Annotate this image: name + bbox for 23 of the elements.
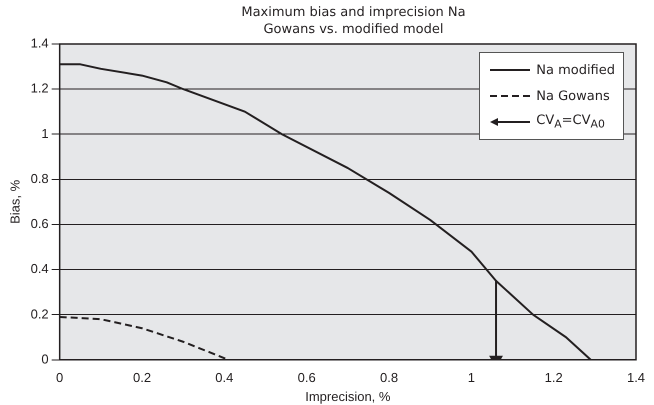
x-tick-label: 0.6 [298,370,316,386]
x-axis-title: Imprecision, % [305,388,391,404]
y-tick-label: 1.4 [30,36,49,51]
x-tick-label: 0.8 [380,370,398,386]
y-tick-label: 1.2 [30,80,49,96]
legend-label: Na Gowans [536,88,610,104]
legend-label: Na modified [536,62,615,78]
x-tick-label: 0.2 [132,370,152,386]
chart-subtitle: Gowans vs. modified model [262,21,445,38]
x-tick-label: 0.4 [215,370,234,386]
y-axis-title: Bias, % [7,179,22,224]
x-tick-label: 1.4 [626,370,646,386]
y-tick-label: 0.4 [30,261,49,276]
y-tick-label: 0.8 [30,170,49,186]
x-tick-label: 1 [468,370,475,386]
chart-title: Maximum bias and imprecision Na [240,4,467,21]
legend-label: CV$_{A}$=CV$_{A0}$ [536,113,605,131]
y-tick-label: 0.2 [30,306,49,322]
y-tick-label: 1 [41,126,49,141]
y-tick-label: 0.6 [30,216,49,232]
x-tick-label: 0 [56,370,64,386]
x-tick-label: 1.2 [544,370,563,386]
y-tick-label: 0 [41,351,49,366]
